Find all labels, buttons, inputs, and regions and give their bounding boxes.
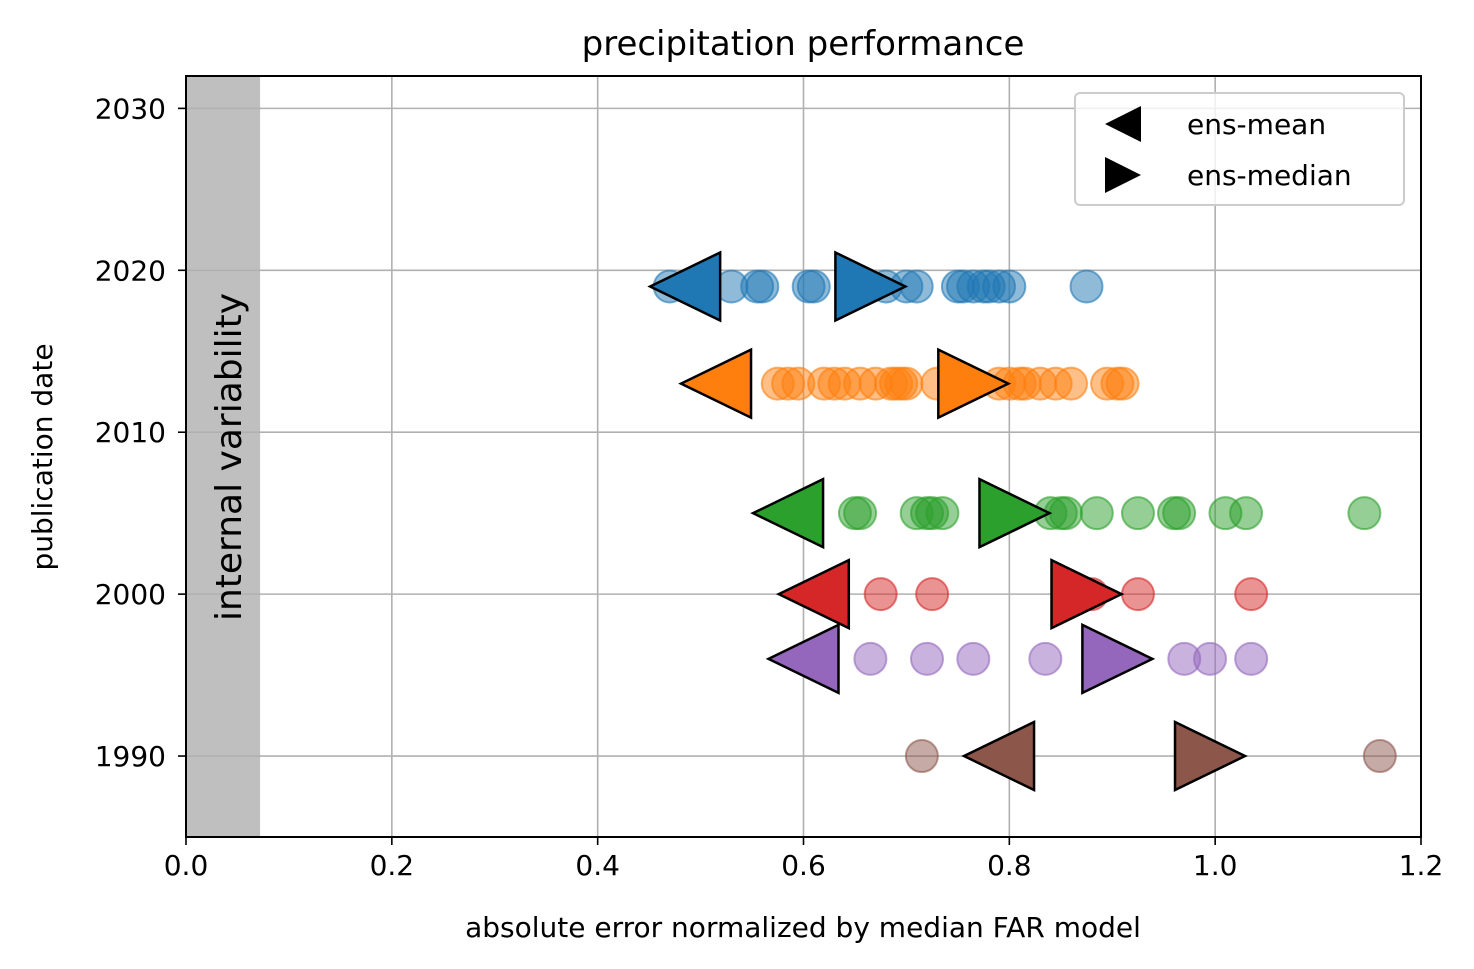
data-point xyxy=(843,496,878,531)
y-tick-label: 2000 xyxy=(95,578,166,611)
data-point xyxy=(1028,641,1063,676)
legend-ens-median-icon xyxy=(1105,157,1141,193)
data-point xyxy=(904,739,939,774)
x-axis-label: absolute error normalized by median FAR … xyxy=(465,911,1141,944)
points-layer xyxy=(652,269,1397,774)
data-point xyxy=(863,577,898,612)
ens-median-marker xyxy=(1081,622,1156,695)
y-tick-label: 2020 xyxy=(95,254,166,287)
ens-mean-marker xyxy=(765,622,840,695)
data-point xyxy=(1229,496,1264,531)
ens-median-marker xyxy=(834,250,909,323)
data-point xyxy=(1048,496,1083,531)
ens-median-marker xyxy=(978,477,1053,550)
y-tick-label: 2030 xyxy=(95,92,166,125)
x-tick-label: 0.8 xyxy=(987,849,1032,882)
legend-ens-mean-label: ens-mean xyxy=(1187,108,1326,141)
ens-mean-marker xyxy=(775,558,851,631)
x-tick-label: 0.0 xyxy=(164,849,209,882)
ens-median-marker xyxy=(937,347,1012,420)
ens-median-marker xyxy=(1050,558,1125,631)
ens-median-marker xyxy=(1173,720,1248,793)
data-point xyxy=(992,269,1027,304)
data-point xyxy=(1069,269,1104,304)
data-point xyxy=(889,366,924,401)
legend: ens-mean ens-median xyxy=(1074,92,1405,206)
x-tick-label: 0.2 xyxy=(370,849,415,882)
data-point xyxy=(1234,577,1269,612)
legend-box xyxy=(1074,92,1405,206)
x-tick-label: 0.6 xyxy=(781,849,826,882)
legend-ens-median-label: ens-median xyxy=(1187,159,1352,192)
internal-variability-band xyxy=(186,76,261,837)
ensemble-marker-layer xyxy=(647,250,1248,793)
band-layer xyxy=(186,76,261,837)
internal-variability-label: internal variability xyxy=(209,293,250,621)
tick-layer: 0.0 0.2 0.4 0.6 0.8 1.0 1.2 1990 2000 2010 2020 203… xyxy=(95,92,1444,882)
y-tick-label: 1990 xyxy=(95,740,166,773)
data-point xyxy=(1120,496,1155,531)
data-point xyxy=(925,496,960,531)
data-point xyxy=(1162,496,1197,531)
data-point xyxy=(1079,496,1114,531)
ens-mean-marker xyxy=(961,720,1036,793)
data-point xyxy=(915,577,950,612)
legend-ens-mean-icon xyxy=(1105,106,1141,142)
data-point xyxy=(796,269,831,304)
data-point xyxy=(745,269,780,304)
y-tick-label: 2010 xyxy=(95,416,166,449)
data-point xyxy=(1347,496,1382,531)
data-point xyxy=(910,641,944,676)
ens-mean-marker xyxy=(678,347,753,420)
x-tick-label: 0.4 xyxy=(575,849,620,882)
data-point xyxy=(853,641,888,676)
y-axis-label: publication date xyxy=(26,343,59,570)
data-point xyxy=(956,641,991,676)
data-point xyxy=(1193,641,1228,676)
x-tick-label: 1.0 xyxy=(1193,849,1238,882)
chart-title: precipitation performance xyxy=(582,24,1025,64)
data-point xyxy=(1362,739,1397,774)
x-tick-label: 1.2 xyxy=(1399,849,1444,882)
ens-mean-marker xyxy=(647,250,722,323)
ens-mean-marker xyxy=(750,477,825,550)
data-point xyxy=(1105,366,1140,401)
data-point xyxy=(1234,641,1269,676)
data-point xyxy=(1120,577,1155,612)
data-point xyxy=(1054,366,1089,401)
